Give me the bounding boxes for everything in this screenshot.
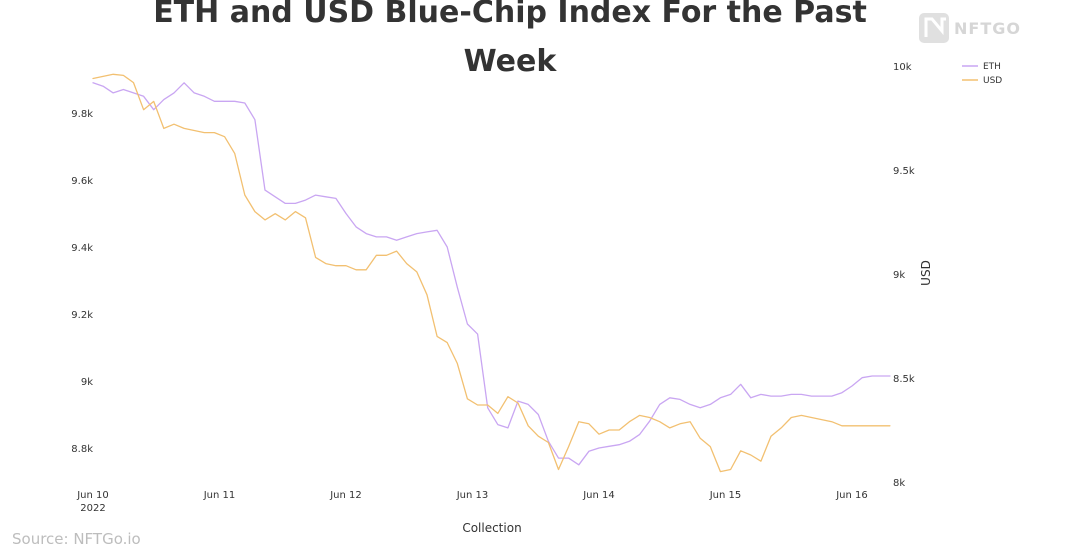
x-tick-sublabel: 2022 bbox=[80, 503, 105, 514]
nftgo-logo-icon bbox=[919, 13, 949, 43]
y-right-tick-label: 9k bbox=[893, 270, 905, 281]
x-tick-label: Jun 15 bbox=[709, 490, 742, 501]
watermark-brand: NFTGO bbox=[954, 19, 1021, 38]
y-axis-left: 8.8k 9k 9.2k 9.4k 9.6k 9.8k bbox=[71, 109, 93, 455]
y-left-tick-label: 9.8k bbox=[71, 109, 93, 120]
series-group bbox=[92, 73, 891, 473]
watermark: NFTGO bbox=[919, 13, 1021, 43]
x-tick-label: Jun 12 bbox=[329, 490, 362, 501]
x-tick-label: Jun 11 bbox=[203, 490, 236, 501]
y-left-tick-label: 8.8k bbox=[71, 444, 93, 455]
series-line-usd bbox=[92, 73, 891, 473]
series-line-eth bbox=[92, 82, 891, 466]
y-right-tick-label: 9.5k bbox=[893, 166, 915, 177]
x-tick-label: Jun 14 bbox=[582, 490, 615, 501]
legend: ETH USD bbox=[962, 62, 1002, 86]
x-axis: Jun 10 2022 Jun 11 Jun 12 Jun 13 Jun 14 Jun 15… bbox=[76, 490, 868, 514]
legend-label-usd: USD bbox=[983, 76, 1002, 86]
y-left-tick-label: 9.2k bbox=[71, 310, 93, 321]
y-left-tick-label: 9.6k bbox=[71, 176, 93, 187]
x-tick-label: Jun 10 bbox=[76, 490, 109, 501]
y-axis-right: 8k 8.5k 9k 9.5k 10k bbox=[893, 62, 915, 489]
y-right-tick-label: 8k bbox=[893, 478, 905, 489]
y-right-tick-label: 8.5k bbox=[893, 374, 915, 385]
chart-title-line1: ETH and USD Blue-Chip Index For the Past bbox=[153, 0, 867, 30]
source-credit: Source: NFTGo.io bbox=[12, 530, 141, 548]
x-axis-label: Collection bbox=[462, 521, 521, 535]
y-right-tick-label: 10k bbox=[893, 62, 912, 73]
y-left-tick-label: 9.4k bbox=[71, 243, 93, 254]
legend-label-eth: ETH bbox=[983, 62, 1001, 72]
x-tick-label: Jun 13 bbox=[456, 490, 489, 501]
x-tick-label: Jun 16 bbox=[835, 490, 868, 501]
y-left-tick-label: 9k bbox=[81, 377, 93, 388]
chart-title-line2: Week bbox=[464, 44, 558, 79]
y2-axis-label: USD bbox=[919, 260, 933, 286]
